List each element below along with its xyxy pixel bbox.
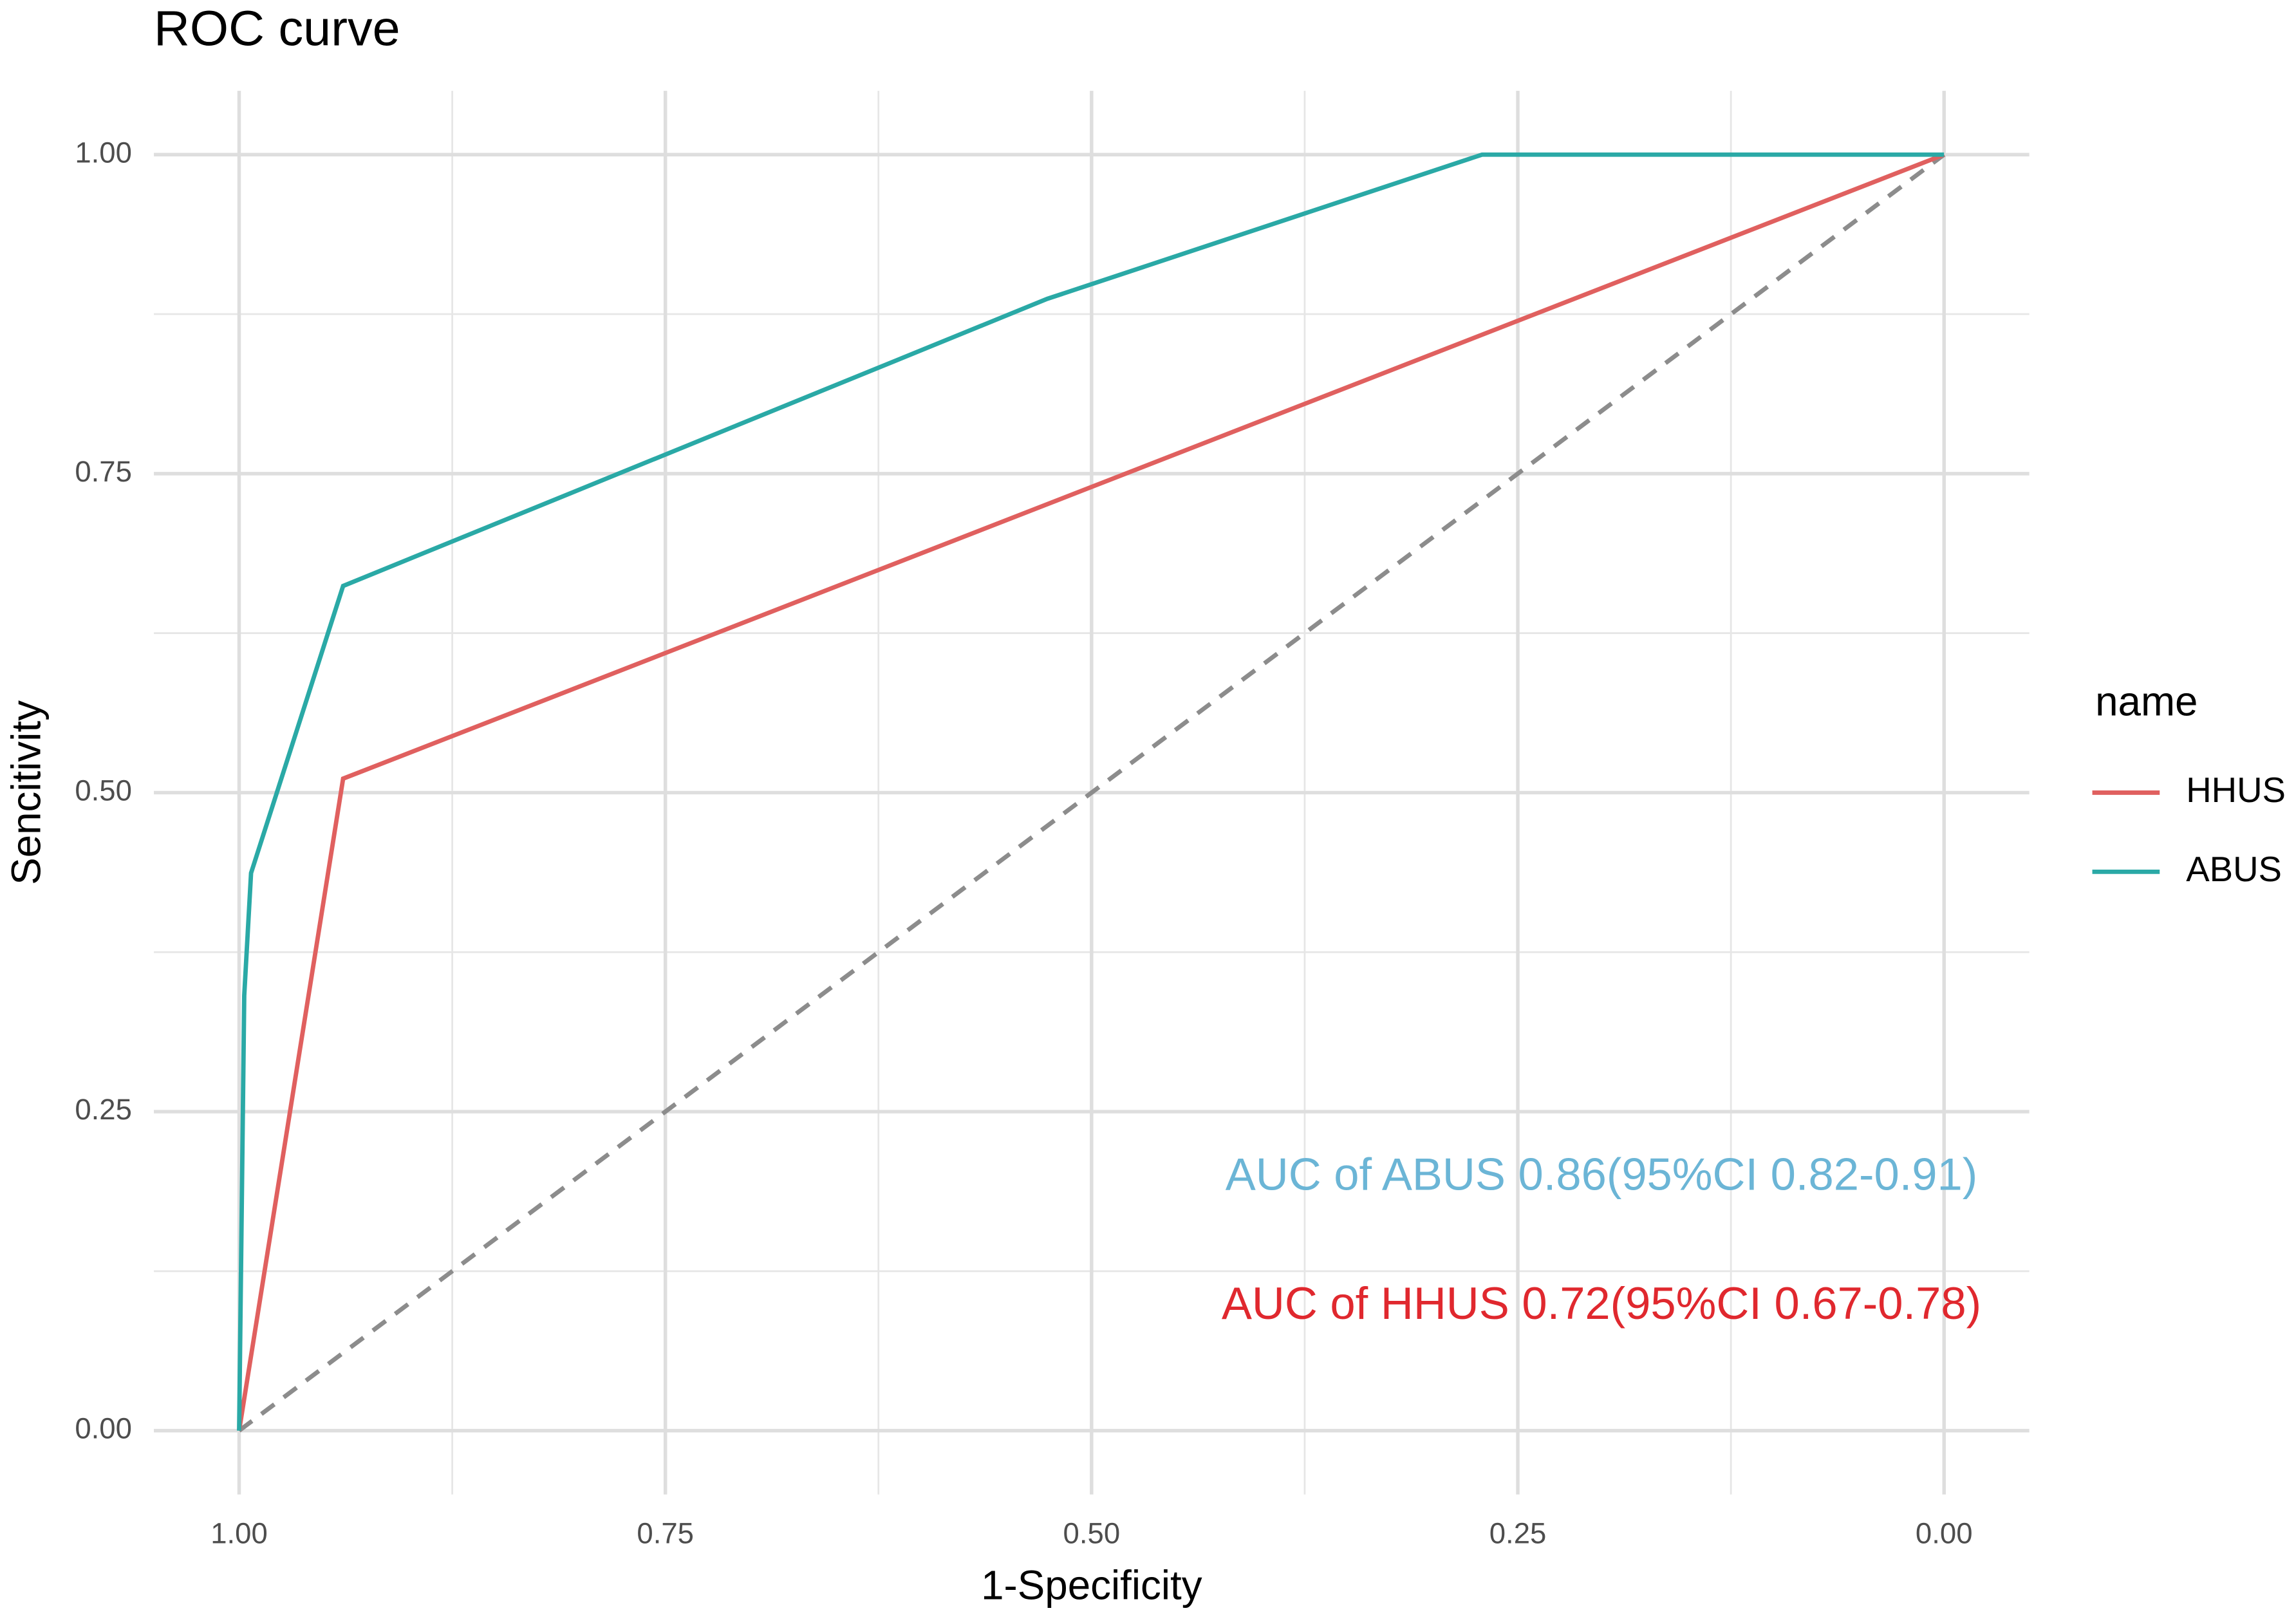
chart-title: ROC curve <box>154 1 400 57</box>
x-tick-label: 0.50 <box>1063 1517 1121 1550</box>
y-tick-label: 0.75 <box>75 455 132 488</box>
legend-label: ABUS <box>2186 850 2282 889</box>
y-tick-label: 0.25 <box>75 1093 132 1126</box>
legend-label: HHUS <box>2186 770 2286 810</box>
reference-line <box>238 153 1946 1433</box>
y-tick-label: 0.00 <box>75 1412 132 1445</box>
x-tick-label: 0.00 <box>1916 1517 1973 1550</box>
x-tick-label: 1.00 <box>210 1517 268 1550</box>
x-tick-label: 0.25 <box>1489 1517 1547 1550</box>
roc-line <box>237 152 1945 1431</box>
annotation: AUC of ABUS 0.86(95%CI 0.82-0.91) <box>1226 1149 1978 1200</box>
y-axis-label: Sencitivity <box>3 700 49 885</box>
legend-title: name <box>2095 678 2198 725</box>
annotation: AUC of HHUS 0.72(95%CI 0.67-0.78) <box>1222 1278 1981 1329</box>
y-tick-label: 1.00 <box>75 136 132 169</box>
x-tick-label: 0.75 <box>637 1517 694 1550</box>
x-axis-label: 1-Specificity <box>981 1562 1202 1608</box>
roc-line <box>237 153 1945 1432</box>
y-tick-label: 0.50 <box>75 774 132 807</box>
